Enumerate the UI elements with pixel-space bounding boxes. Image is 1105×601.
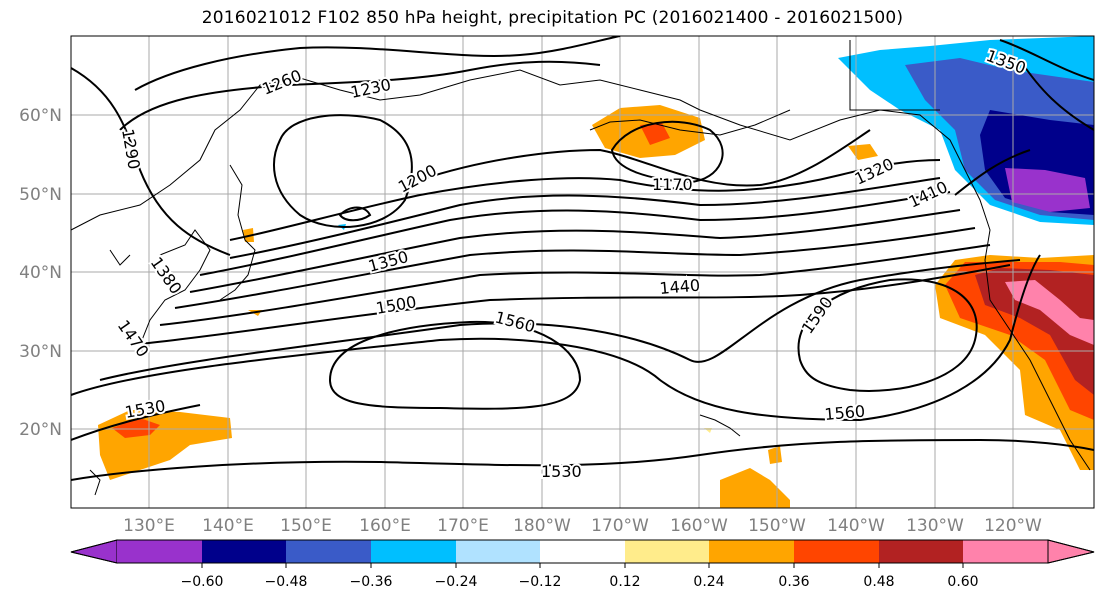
colorbar-tick-label: −0.12 [519, 574, 562, 590]
colorbar-tick-label: 0.36 [778, 574, 809, 590]
colorbar-tick-label: −0.36 [350, 574, 393, 590]
colorbar-segment [879, 540, 963, 563]
colorbar-tick-label: 0.12 [609, 574, 640, 590]
colorbar-segment [963, 540, 1048, 563]
colorbar-segment [794, 540, 879, 563]
colorbar-extend-left [70, 539, 118, 564]
contour-label: 1530 [541, 462, 582, 481]
lon-label: 130°E [123, 516, 175, 536]
colorbar-segment [286, 540, 371, 563]
lat-label: 20°N [19, 420, 62, 440]
lon-label: 120°W [984, 516, 1042, 536]
lon-label: 130°W [906, 516, 964, 536]
lat-label: 40°N [19, 263, 62, 283]
lon-label: 150°E [280, 516, 332, 536]
lon-labels: 130°E 140°E 150°E 160°E 170°E 180°W 170°… [123, 516, 1042, 536]
height-contours [71, 36, 1094, 481]
colorbar-segment [371, 540, 456, 563]
lat-labels: 20°N 30°N 40°N 50°N 60°N [19, 106, 62, 440]
lat-label: 60°N [19, 106, 62, 126]
graticule [71, 36, 1094, 508]
colorbar-extend-right [1047, 539, 1095, 564]
colorbar-segment [202, 540, 286, 563]
colorbar-tick-label: 0.60 [947, 574, 978, 590]
colorbar-segment [117, 540, 202, 563]
map-frame [70, 35, 1095, 509]
lon-label: 170°E [437, 516, 489, 536]
coastlines [71, 40, 1091, 496]
contour-label: 1560 [824, 402, 866, 424]
colorbar-tick-label: −0.60 [181, 574, 224, 590]
colorbar-segment [625, 540, 709, 563]
contour-label: 1440 [659, 276, 701, 298]
colorbar-tick-label: 0.48 [863, 574, 894, 590]
colorbar-segment [456, 540, 540, 563]
colorbar-tick-label: −0.48 [265, 574, 308, 590]
colorbar-tick-label: 0.24 [693, 574, 724, 590]
lat-label: 30°N [19, 342, 62, 362]
lon-label: 140°W [827, 516, 885, 536]
colorbar-tick-label: −0.24 [435, 574, 478, 590]
lon-label: 150°W [748, 516, 806, 536]
colorbar-segment [540, 540, 625, 563]
lon-label: 160°E [359, 516, 411, 536]
colorbar: −0.60 −0.48 −0.36 −0.24 −0.12 0.12 0.24 … [70, 539, 1095, 590]
lon-label: 170°W [591, 516, 649, 536]
lat-label: 50°N [19, 185, 62, 205]
lon-label: 140°E [202, 516, 254, 536]
lon-label: 180°W [513, 516, 571, 536]
chart-title: 2016021012 F102 850 hPa height, precipit… [201, 8, 904, 28]
contour-label: 1170 [652, 175, 693, 194]
lon-label: 160°W [670, 516, 728, 536]
colorbar-segment [709, 540, 794, 563]
